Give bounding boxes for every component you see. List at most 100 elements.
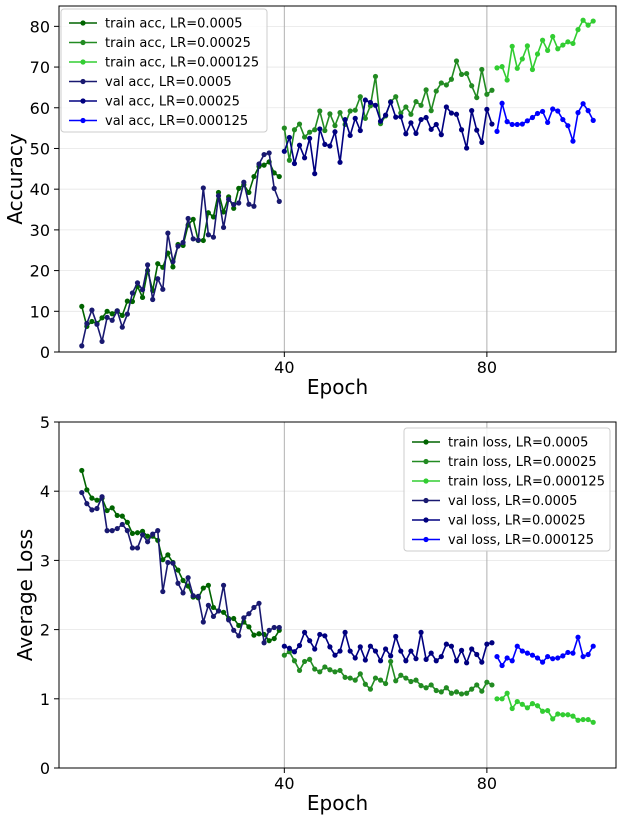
data-point — [413, 130, 419, 137]
data-point — [580, 101, 586, 107]
data-point — [312, 171, 318, 177]
data-point — [377, 677, 384, 683]
data-point — [170, 560, 176, 566]
data-point — [484, 641, 490, 647]
y-tick-label: 1 — [40, 690, 50, 709]
data-point — [469, 646, 475, 652]
data-point — [286, 645, 292, 651]
data-point — [418, 629, 424, 635]
data-point — [565, 712, 571, 718]
data-point — [443, 104, 449, 110]
data-point — [89, 318, 95, 325]
data-point — [155, 528, 161, 534]
data-point — [545, 119, 551, 126]
data-point — [413, 99, 419, 105]
data-point — [509, 658, 515, 664]
data-point — [276, 624, 282, 631]
data-point — [393, 678, 399, 684]
data-point — [570, 40, 576, 47]
data-point — [220, 609, 227, 615]
data-point — [145, 533, 151, 539]
legend-swatch-marker — [80, 59, 86, 65]
data-point — [317, 631, 323, 638]
data-point — [246, 189, 252, 196]
data-point — [539, 708, 546, 714]
data-point — [362, 97, 368, 103]
data-point — [383, 680, 389, 687]
data-point — [408, 111, 414, 117]
data-point — [443, 82, 449, 88]
data-point — [317, 108, 323, 114]
data-point — [94, 505, 100, 512]
data-point — [134, 545, 141, 551]
legend-entry: val acc, LR=0.000125 — [105, 114, 248, 129]
data-point — [236, 200, 242, 206]
data-point — [291, 127, 298, 133]
data-point — [352, 107, 358, 113]
data-point — [94, 497, 100, 503]
data-point — [291, 649, 298, 655]
data-point — [124, 311, 130, 317]
data-point — [210, 604, 217, 611]
data-point — [84, 320, 90, 327]
data-point — [327, 644, 333, 650]
data-point — [448, 690, 455, 696]
data-point — [575, 110, 581, 116]
series-line-val-acc-lr-0-00025 — [283, 99, 493, 175]
data-point — [261, 162, 267, 168]
data-point — [337, 110, 343, 116]
data-point — [534, 655, 541, 661]
data-point — [458, 691, 465, 697]
data-point — [539, 659, 546, 665]
data-point — [484, 91, 490, 97]
data-point — [175, 580, 181, 586]
y-tick-label: 70 — [30, 58, 50, 77]
data-point — [362, 681, 368, 687]
data-point — [453, 111, 460, 117]
plot-frame — [58, 421, 617, 769]
data-point — [580, 653, 586, 660]
data-point — [347, 675, 353, 681]
data-point — [342, 674, 348, 680]
data-point — [453, 58, 460, 64]
data-point — [484, 679, 490, 685]
data-point — [129, 290, 136, 296]
data-point — [474, 94, 480, 101]
data-point — [160, 557, 166, 563]
data-point — [337, 159, 343, 165]
data-point — [367, 686, 374, 692]
data-point — [464, 70, 470, 77]
data-point — [327, 143, 333, 149]
data-point — [220, 224, 227, 231]
data-point — [590, 719, 596, 725]
data-point — [104, 308, 110, 314]
data-point — [464, 690, 470, 696]
legend-entry: train acc, LR=0.000125 — [105, 56, 259, 71]
data-point — [357, 644, 363, 650]
data-point — [226, 617, 232, 623]
data-point — [307, 656, 313, 662]
legend: train loss, LR=0.0005 train loss, LR=0.00… — [403, 427, 611, 552]
data-point — [317, 126, 323, 132]
data-point — [205, 602, 211, 608]
data-point — [236, 185, 242, 191]
data-point — [205, 582, 211, 588]
data-point — [312, 646, 318, 652]
data-point — [443, 685, 449, 691]
data-point — [433, 121, 439, 128]
data-point — [89, 507, 95, 513]
data-point — [524, 43, 530, 49]
data-point — [474, 682, 480, 688]
data-point — [423, 114, 429, 121]
data-point — [79, 343, 85, 349]
data-point — [494, 653, 500, 660]
data-point — [256, 161, 262, 167]
data-point — [246, 624, 252, 630]
data-point — [479, 139, 485, 145]
legend-entry: train acc, LR=0.00025 — [105, 36, 251, 51]
legend-entry: val acc, LR=0.00025 — [105, 95, 240, 110]
y-tick-label: 3 — [40, 551, 50, 570]
data-point — [281, 643, 287, 649]
y-tick-label: 30 — [30, 221, 50, 240]
data-point — [504, 655, 510, 661]
